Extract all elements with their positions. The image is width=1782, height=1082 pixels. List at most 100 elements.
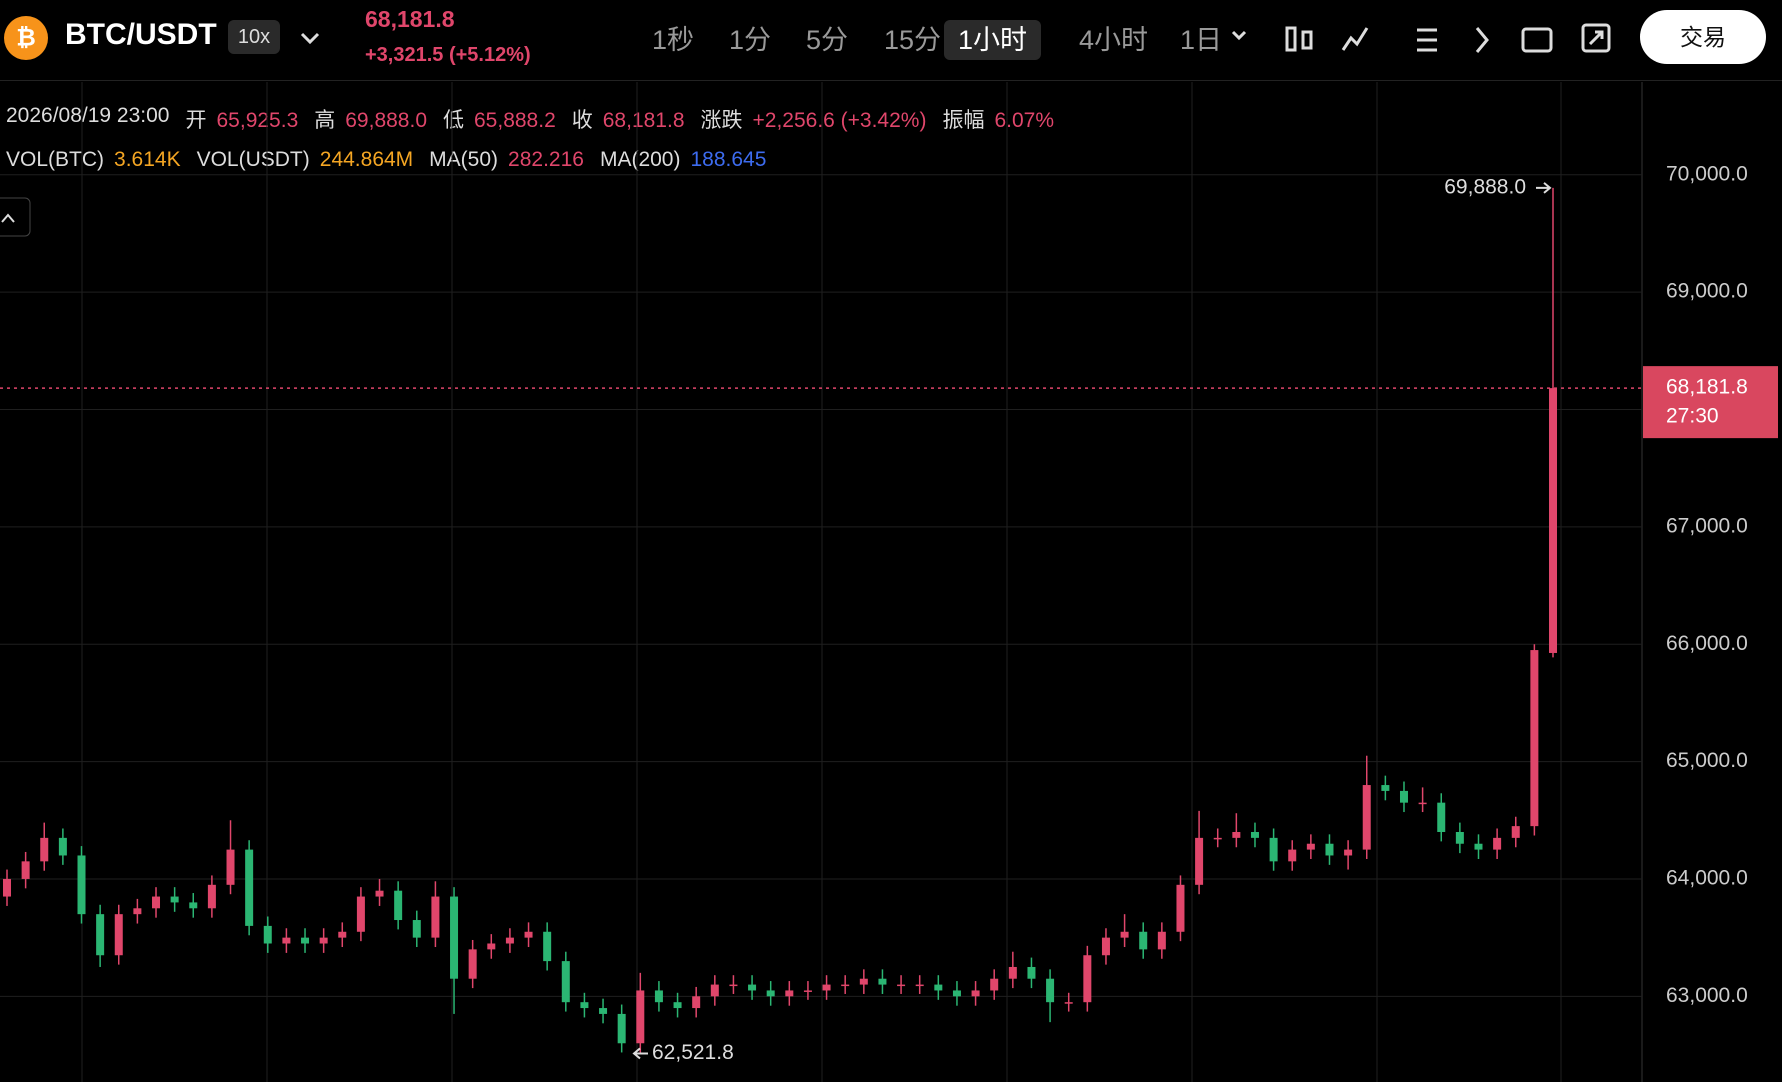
interval-button[interactable]: 1分 [729, 25, 772, 55]
candle-body [971, 990, 980, 997]
candle-body [226, 849, 235, 885]
info-item: MA(50) 282.216 [429, 148, 584, 172]
interval-button[interactable]: 1日 [1180, 25, 1223, 55]
interval-button[interactable]: 15分 [884, 25, 942, 55]
info-label: VOL(BTC) [6, 148, 105, 171]
info-label: 收 [571, 109, 593, 132]
candle-body [1437, 802, 1446, 832]
candle-body [1362, 785, 1371, 850]
y-tick-label: 64,000.0 [1666, 866, 1748, 889]
candle-body [338, 931, 347, 938]
candle-body [468, 949, 477, 979]
candle-body [394, 890, 403, 921]
candle-body [263, 925, 272, 944]
candle-body [114, 914, 123, 956]
candle-body [580, 1002, 589, 1009]
ohlc-info: 2026/08/19 23:00 开 65,925.3 高 69,888.0 低 65,88… [6, 104, 1054, 134]
toolbar-icons[interactable] [1225, 20, 1555, 60]
candle-body [431, 896, 440, 938]
candle-body [58, 837, 67, 856]
candle-body [915, 984, 924, 987]
candle-body [375, 890, 384, 897]
candle-body [934, 984, 943, 991]
candle-body [170, 896, 179, 903]
info-item: 高 69,888.0 [314, 104, 427, 134]
info-value: 188.645 [690, 148, 767, 171]
candle-body [524, 931, 533, 938]
y-tick-label: 63,000.0 [1666, 984, 1748, 1007]
candle-body [729, 984, 738, 987]
candle-body [1157, 931, 1166, 950]
svg-text:₿: ₿ [16, 24, 36, 51]
candle-body [990, 978, 999, 991]
info-label: 振幅 [942, 109, 985, 132]
y-tick-label: 69,000.0 [1666, 280, 1748, 303]
info-value: 244.864M [319, 148, 414, 171]
symbol[interactable]: BTC/USDT [65, 18, 217, 51]
candle-body [1511, 826, 1520, 838]
y-tick-label: 66,000.0 [1666, 632, 1748, 655]
collapse-button[interactable] [0, 197, 31, 237]
candle-body [617, 1013, 626, 1044]
candle-body [1250, 832, 1259, 838]
candle-body [152, 896, 161, 909]
info-item: MA(200) 188.645 [600, 148, 766, 172]
dropdown[interactable] [298, 28, 322, 48]
candle-body [1549, 388, 1557, 653]
candle-body [3, 878, 11, 897]
candle-body [1213, 837, 1222, 840]
info-item: 振幅 6.07% [942, 104, 1054, 134]
y-tick-label: 65,000.0 [1666, 749, 1748, 772]
coin-icon: ₿ [4, 16, 48, 60]
interval-button[interactable]: 4小时 [1079, 25, 1149, 55]
candle-body [1195, 837, 1204, 885]
candle-body [859, 978, 868, 985]
y-tick-label: 67,000.0 [1666, 514, 1748, 537]
candle-body [748, 984, 757, 991]
interval-button[interactable]: 1小时 [944, 20, 1042, 60]
info-item: 低 65,888.2 [443, 104, 556, 134]
trade-button[interactable]: 交易 [1640, 10, 1766, 64]
candle-body [897, 984, 906, 987]
info-label: 涨跌 [700, 109, 743, 132]
candle-body [766, 990, 775, 997]
candle-body [1120, 931, 1129, 938]
candle-body [803, 990, 812, 992]
high-arrow [1536, 182, 1552, 194]
candle-body [1455, 832, 1464, 844]
info-value: 69,888.0 [345, 109, 427, 132]
candle-body [1083, 955, 1092, 1003]
candle-body [785, 990, 794, 997]
candle-body [1046, 978, 1055, 1003]
fullscreen-icon[interactable] [1580, 22, 1612, 56]
candle-body [1008, 966, 1017, 979]
info-item: 开 65,925.3 [186, 104, 299, 134]
info-value: +2,256.6 (+3.42%) [752, 109, 927, 132]
candle-body [654, 990, 663, 1003]
info-value: 6.07% [994, 109, 1055, 132]
candle-body [189, 902, 198, 909]
info-item: 2026/08/19 23:00 [6, 104, 170, 134]
candle-body [1418, 802, 1427, 805]
candle-body [1325, 843, 1334, 856]
candle-body [1493, 837, 1502, 850]
interval-button[interactable]: 1秒 [652, 25, 695, 55]
interval-button[interactable]: 5分 [806, 25, 849, 55]
candle-body [487, 943, 496, 950]
collapse-icon [1, 213, 15, 223]
leverage[interactable]: 10x [228, 20, 280, 54]
candle-body [21, 861, 30, 879]
candle-body [96, 914, 105, 956]
info-label: 高 [314, 109, 336, 132]
candle-body [692, 996, 701, 1009]
candle-body [282, 937, 291, 944]
candle-body [40, 837, 49, 862]
candle-body [1101, 937, 1110, 956]
candle-body [1027, 966, 1036, 979]
candle-body [505, 937, 514, 944]
candle-body [1306, 843, 1315, 850]
info-label: 开 [185, 109, 207, 132]
info-label: 2026/08/19 23:00 [6, 104, 170, 127]
candle-body [841, 984, 850, 987]
